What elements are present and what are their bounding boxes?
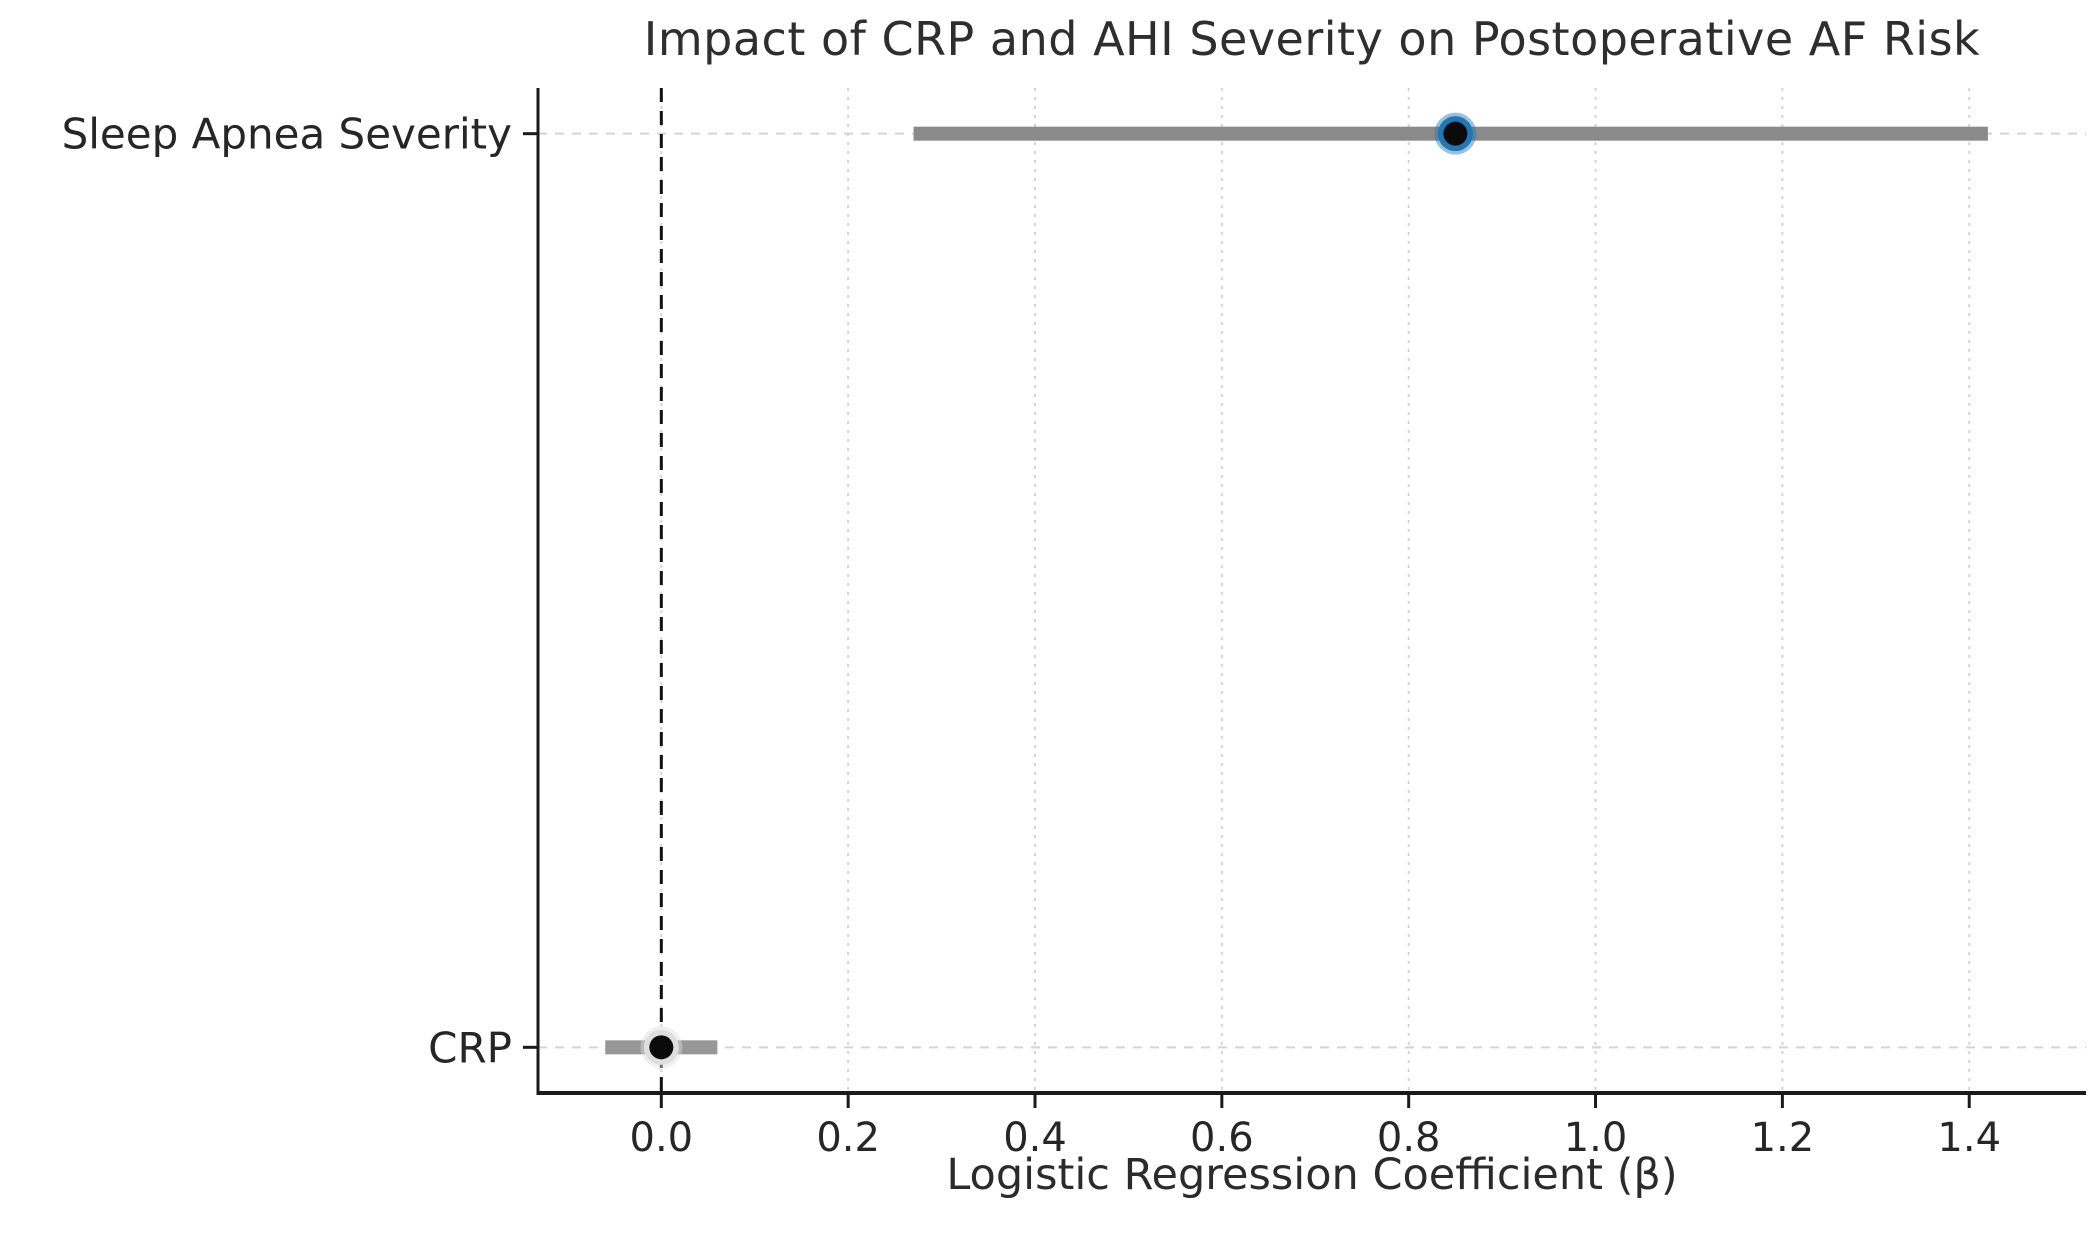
y-tick-label: CRP [428, 1023, 512, 1072]
coef-marker [1443, 121, 1468, 146]
x-tick-label: 0.0 [630, 1115, 694, 1161]
coef-marker [649, 1035, 674, 1060]
chart-title: Impact of CRP and AHI Severity on Postop… [643, 12, 1981, 66]
x-tick-label: 1.0 [1564, 1115, 1628, 1161]
x-tick-label: 0.2 [816, 1115, 880, 1161]
x-tick-label: 0.6 [1190, 1115, 1254, 1161]
x-tick-label: 0.8 [1377, 1115, 1441, 1161]
x-tick-label: 1.4 [1937, 1115, 2001, 1161]
y-tick-label: Sleep Apnea Severity [62, 110, 512, 159]
x-axis-label: Logistic Regression Coefficient (β) [946, 1150, 1678, 1200]
x-tick-label: 1.2 [1751, 1115, 1815, 1161]
x-tick-label: 0.4 [1003, 1115, 1067, 1161]
